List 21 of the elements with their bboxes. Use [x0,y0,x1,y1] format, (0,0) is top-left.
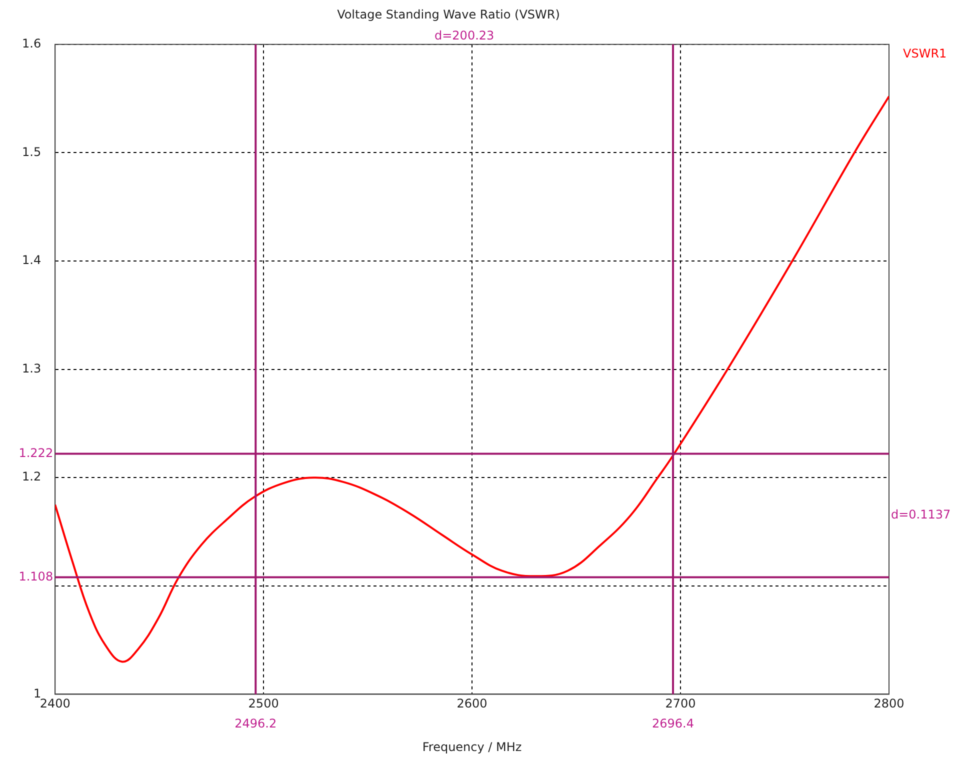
x-axis-title: Frequency / MHz [422,740,522,754]
y-tick-label: 1.4 [22,253,42,268]
x-tick-label: 2700 [665,696,696,711]
text: d=0.1137 [891,508,951,522]
y-tick-label: 1.5 [22,144,42,159]
text: VSWR1 [903,46,947,61]
y-tick-label: 1.6 [22,36,42,51]
x-tick-label: 2400 [40,696,70,711]
y-tick-label: 1.3 [22,361,42,376]
x-tick-label: 2500 [248,696,279,711]
x-tick-label: 2800 [874,696,904,711]
x-tick-label: 2600 [456,696,488,711]
line-series [55,95,889,663]
ref-line-label: 2696.4 [652,716,694,730]
y-tick-label: 1.2 [22,470,42,484]
ref-line-label: 1.108 [18,569,54,584]
chart-title: Voltage Standing Wave Ratio (VSWR) [337,7,560,22]
y-tick-label: 1 [33,686,42,700]
ref-line-label: 2496.2 [234,716,277,730]
ref-line-label: 1.222 [18,446,54,460]
text: d=200.23 [434,28,494,43]
